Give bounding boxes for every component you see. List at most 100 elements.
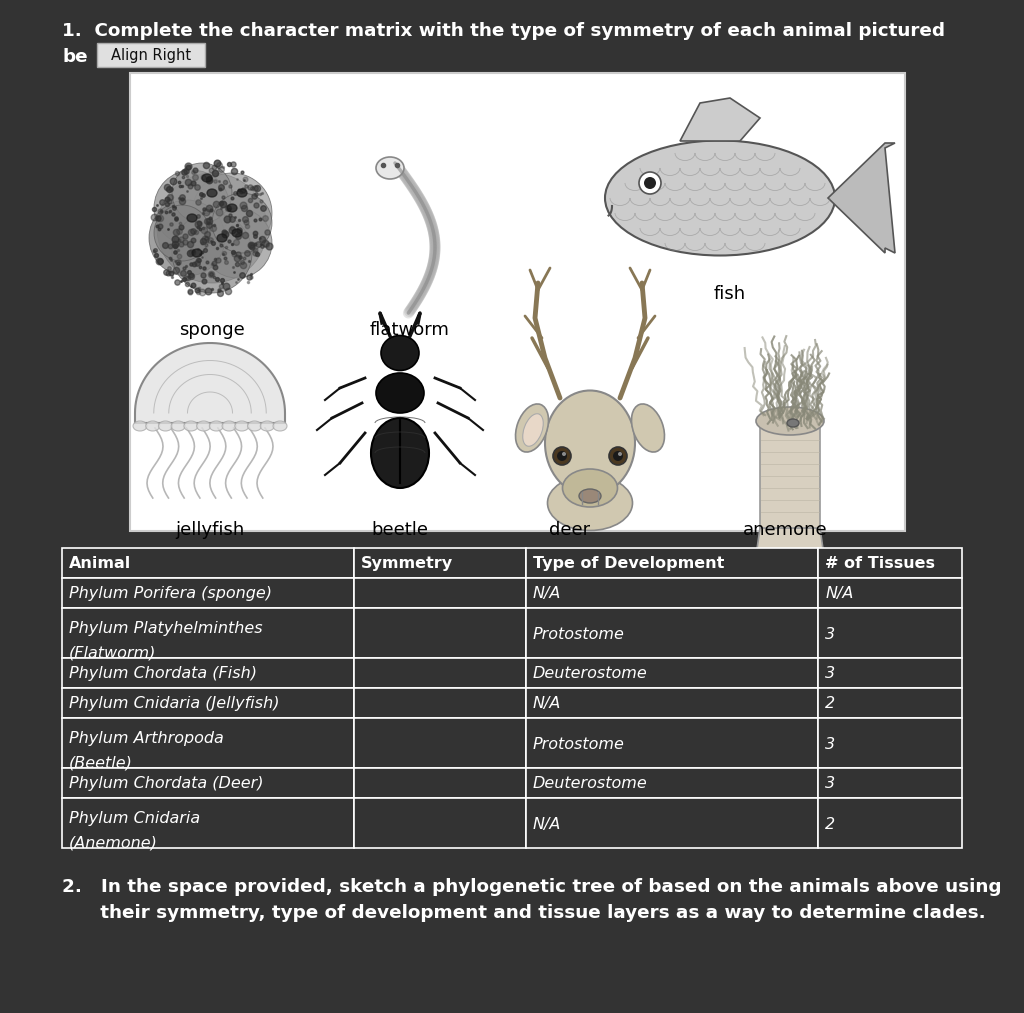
Text: Phylum Porifera (sponge): Phylum Porifera (sponge): [69, 587, 272, 601]
Bar: [526, 798, 818, 848]
Bar: [354, 658, 526, 688]
Bar: [62, 688, 354, 718]
Text: flatworm: flatworm: [370, 321, 450, 339]
Circle shape: [618, 452, 622, 456]
Text: beetle: beetle: [372, 521, 428, 539]
Bar: [354, 768, 526, 798]
Text: 2.   In the space provided, sketch a phylogenetic tree of based on the animals a: 2. In the space provided, sketch a phylo…: [62, 878, 1001, 897]
Ellipse shape: [222, 421, 237, 431]
Text: Protostome: Protostome: [532, 736, 625, 752]
Text: sponge: sponge: [179, 321, 245, 339]
Bar: [62, 578, 354, 608]
Bar: [818, 718, 962, 768]
Bar: [526, 688, 818, 718]
Circle shape: [154, 170, 230, 246]
Bar: [526, 658, 818, 688]
Text: (Anemone): (Anemone): [69, 836, 158, 851]
Text: deer: deer: [550, 521, 591, 539]
Ellipse shape: [522, 413, 544, 447]
Text: (Beetle): (Beetle): [69, 756, 133, 771]
Text: 3: 3: [825, 667, 836, 681]
Circle shape: [150, 200, 225, 276]
Text: Phylum Platyhelminthes: Phylum Platyhelminthes: [69, 621, 262, 635]
Text: Align Right: Align Right: [111, 48, 191, 63]
Text: N/A: N/A: [532, 696, 561, 711]
Text: Deuterostome: Deuterostome: [532, 667, 647, 681]
Ellipse shape: [579, 489, 601, 503]
Text: Phylum Cnidaria: Phylum Cnidaria: [69, 810, 200, 826]
Bar: [354, 798, 526, 848]
Ellipse shape: [171, 421, 185, 431]
Ellipse shape: [273, 421, 287, 431]
Text: N/A: N/A: [532, 816, 561, 832]
Polygon shape: [680, 98, 760, 141]
Circle shape: [202, 208, 272, 278]
Ellipse shape: [234, 421, 249, 431]
Ellipse shape: [381, 335, 419, 371]
Circle shape: [172, 163, 232, 223]
Circle shape: [557, 451, 567, 461]
Bar: [818, 608, 962, 658]
Ellipse shape: [787, 419, 799, 427]
Bar: [760, 423, 820, 528]
Bar: [97, 43, 205, 67]
Bar: [62, 608, 354, 658]
Text: 2: 2: [825, 816, 836, 832]
Bar: [130, 73, 905, 531]
Text: jellyfish: jellyfish: [175, 521, 245, 539]
Ellipse shape: [237, 189, 247, 197]
Circle shape: [157, 173, 267, 283]
Ellipse shape: [376, 373, 424, 413]
Ellipse shape: [260, 421, 274, 431]
Bar: [818, 578, 962, 608]
Text: Protostome: Protostome: [532, 626, 625, 641]
Ellipse shape: [227, 204, 237, 212]
Ellipse shape: [232, 229, 242, 237]
Text: anemone: anemone: [742, 521, 827, 539]
Text: 3: 3: [825, 736, 836, 752]
Bar: [62, 798, 354, 848]
Ellipse shape: [217, 234, 227, 242]
Ellipse shape: [562, 469, 617, 506]
Polygon shape: [828, 143, 895, 253]
Ellipse shape: [202, 174, 212, 182]
Text: Type of Development: Type of Development: [532, 556, 724, 571]
Ellipse shape: [133, 421, 147, 431]
Ellipse shape: [545, 390, 635, 495]
Text: Phylum Arthropoda: Phylum Arthropoda: [69, 730, 224, 746]
Ellipse shape: [193, 249, 202, 257]
Ellipse shape: [371, 418, 429, 488]
Bar: [526, 768, 818, 798]
Text: be: be: [62, 48, 88, 66]
Text: 1.  Complete the character matrix with the type of symmetry of each animal pictu: 1. Complete the character matrix with th…: [62, 22, 945, 40]
Ellipse shape: [207, 189, 217, 197]
Text: (Flatworm): (Flatworm): [69, 645, 157, 660]
Circle shape: [562, 452, 566, 456]
Circle shape: [172, 213, 252, 293]
Ellipse shape: [376, 157, 404, 179]
Polygon shape: [740, 528, 840, 573]
Ellipse shape: [184, 421, 198, 431]
Ellipse shape: [756, 407, 824, 435]
Ellipse shape: [515, 404, 549, 452]
Ellipse shape: [740, 557, 840, 585]
Bar: [354, 548, 526, 578]
Text: their symmetry, type of development and tissue layers as a way to determine clad: their symmetry, type of development and …: [62, 904, 986, 922]
Ellipse shape: [145, 421, 160, 431]
Bar: [818, 688, 962, 718]
Text: Phylum Chordata (Deer): Phylum Chordata (Deer): [69, 776, 263, 791]
Bar: [818, 768, 962, 798]
Text: 2: 2: [825, 696, 836, 711]
Ellipse shape: [187, 214, 197, 222]
Bar: [354, 578, 526, 608]
Circle shape: [553, 447, 571, 465]
Bar: [62, 768, 354, 798]
Text: N/A: N/A: [825, 587, 854, 601]
Text: Animal: Animal: [69, 556, 131, 571]
Bar: [526, 608, 818, 658]
Text: Symmetry: Symmetry: [361, 556, 454, 571]
Ellipse shape: [605, 141, 835, 255]
Ellipse shape: [197, 421, 211, 431]
Ellipse shape: [632, 404, 665, 452]
Bar: [62, 718, 354, 768]
